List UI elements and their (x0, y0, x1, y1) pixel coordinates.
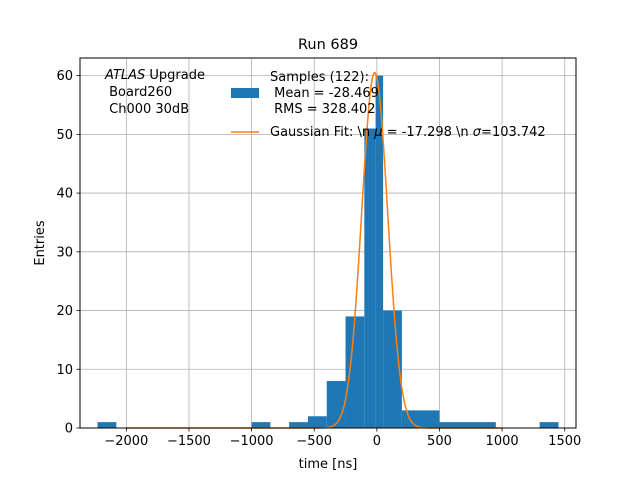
x-tick-label: 500 (427, 434, 452, 449)
legend: Samples (122): Mean = -28.469 RMS = 328.… (231, 70, 546, 140)
histogram-bars (97, 75, 559, 428)
x-axis-label: time [ns] (299, 457, 358, 472)
atlas-annotation: ATLAS Upgrade Board260 Ch000 30dB (104, 68, 205, 117)
axis-ticks: −2000 −1500 −1000 −500 0 500 1000 1500 0 10 20 30 40… (56, 69, 581, 449)
legend-fit-mu-value: = -17.298 \n (383, 125, 473, 140)
x-tick-label: −1500 (167, 434, 211, 449)
annotation-upgrade: Upgrade (145, 68, 205, 83)
histogram-bar (326, 381, 346, 428)
histogram-bar (401, 410, 440, 428)
legend-histogram-line-2: Mean = -28.469 (270, 86, 379, 101)
y-tick-label: 50 (56, 128, 73, 143)
histogram-bar (289, 422, 308, 428)
histogram-bar (439, 422, 496, 428)
annotation-line-3: Ch000 30dB (105, 102, 189, 117)
x-tick-label: 1000 (486, 434, 519, 449)
legend-fit-label: Gaussian Fit: \n μ = -17.298 \n σ=103.74… (270, 125, 546, 140)
legend-histogram-swatch (231, 88, 259, 98)
histogram-bar (307, 416, 327, 428)
histogram-bar (251, 422, 271, 428)
histogram-bar (383, 310, 402, 428)
legend-fit-sigma-value: =103.742 (481, 125, 546, 140)
annotation-line-2: Board260 (105, 85, 172, 100)
histogram-bar (364, 128, 376, 428)
y-axis-label: Entries (33, 220, 48, 266)
y-tick-label: 40 (56, 187, 73, 202)
x-tick-label: −1000 (230, 434, 274, 449)
legend-histogram-line-3: RMS = 328.402 (270, 102, 376, 117)
histogram-bar (539, 422, 559, 428)
annotation-line-1: ATLAS Upgrade (104, 68, 205, 83)
histogram-bar (375, 75, 384, 428)
y-tick-label: 10 (56, 363, 73, 378)
x-tick-label: 0 (373, 434, 381, 449)
histogram-bar (97, 422, 117, 428)
histogram-bar (345, 316, 365, 428)
y-tick-label: 20 (56, 304, 73, 319)
x-tick-label: −500 (296, 434, 332, 449)
axes-frame (79, 57, 577, 429)
x-tick-label: −2000 (104, 434, 148, 449)
y-tick-label: 60 (56, 69, 73, 84)
legend-fit-sigma-symbol: σ (473, 125, 482, 140)
x-tick-label: 1500 (548, 434, 581, 449)
annotation-atlas-italic: ATLAS (104, 68, 145, 83)
y-tick-label: 0 (65, 422, 73, 437)
y-tick-label: 30 (56, 245, 73, 260)
legend-fit-prefix: Gaussian Fit: \n (270, 125, 374, 140)
legend-histogram-line-1: Samples (122): (270, 70, 369, 85)
chart-title: Run 689 (298, 37, 358, 53)
legend-fit-mu-symbol: μ (373, 125, 382, 140)
